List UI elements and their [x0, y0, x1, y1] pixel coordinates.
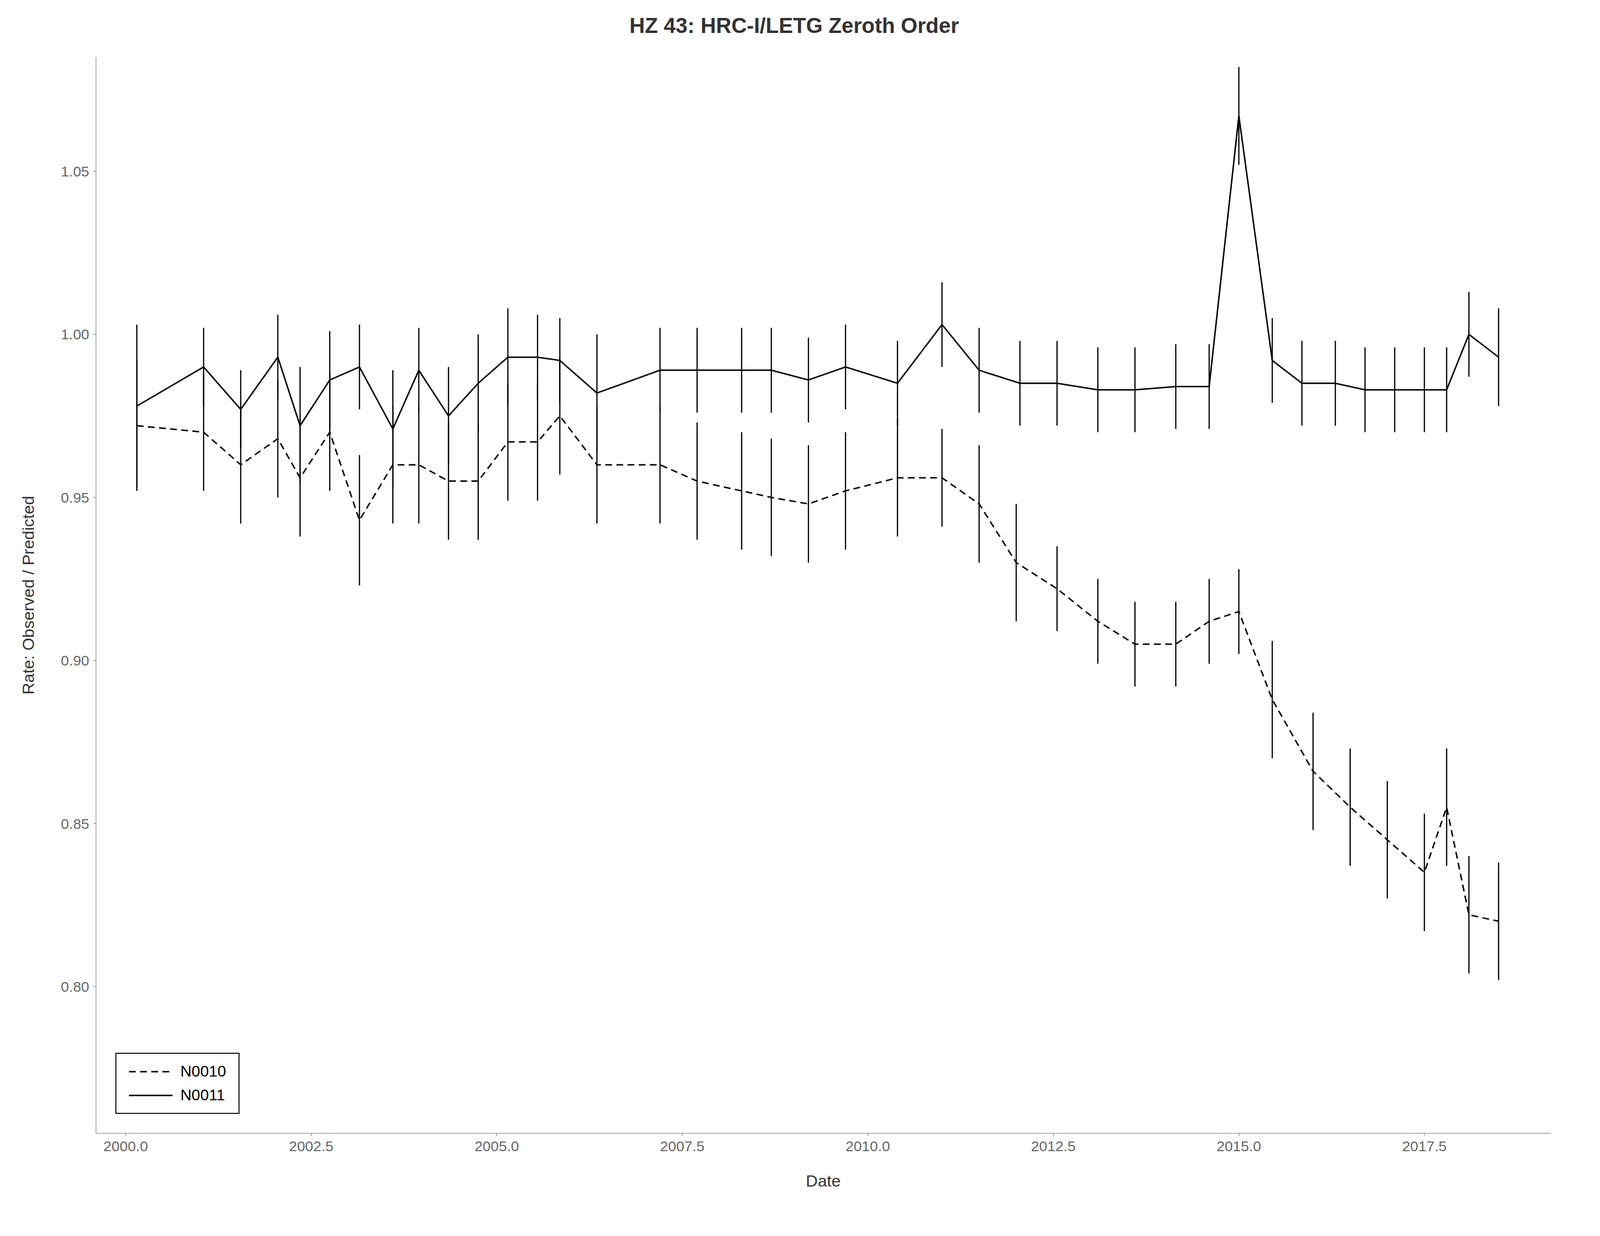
svg-text:2005.0: 2005.0	[474, 1138, 520, 1155]
svg-text:2000.0: 2000.0	[103, 1138, 148, 1155]
html-text:N0010: N0010	[180, 1062, 227, 1081]
svg-text:1.00: 1.00	[61, 326, 90, 343]
html-text:HZ 43: HRC-I/LETG Zeroth Order: HZ 43: HRC-I/LETG Zeroth Order	[629, 13, 959, 38]
svg-text:0.90: 0.90	[61, 652, 90, 669]
svg-text:2002.5: 2002.5	[288, 1138, 334, 1155]
svg-text:2017.5: 2017.5	[1402, 1138, 1447, 1155]
svg-text:2015.0: 2015.0	[1216, 1138, 1262, 1155]
svg-text:Date: Date	[805, 1171, 841, 1191]
svg-text:0.95: 0.95	[61, 489, 90, 506]
svg-text:1.05: 1.05	[61, 163, 90, 180]
svg-text:2012.5: 2012.5	[1031, 1138, 1076, 1155]
svg-text:2010.0: 2010.0	[845, 1138, 891, 1155]
svg-text:2007.5: 2007.5	[659, 1138, 705, 1155]
svg-text:Rate: Observed / Predicted: Rate: Observed / Predicted	[18, 496, 38, 695]
svg-text:0.85: 0.85	[61, 816, 90, 832]
html-text:N0011: N0011	[180, 1086, 225, 1104]
svg-text:0.80: 0.80	[61, 978, 90, 995]
